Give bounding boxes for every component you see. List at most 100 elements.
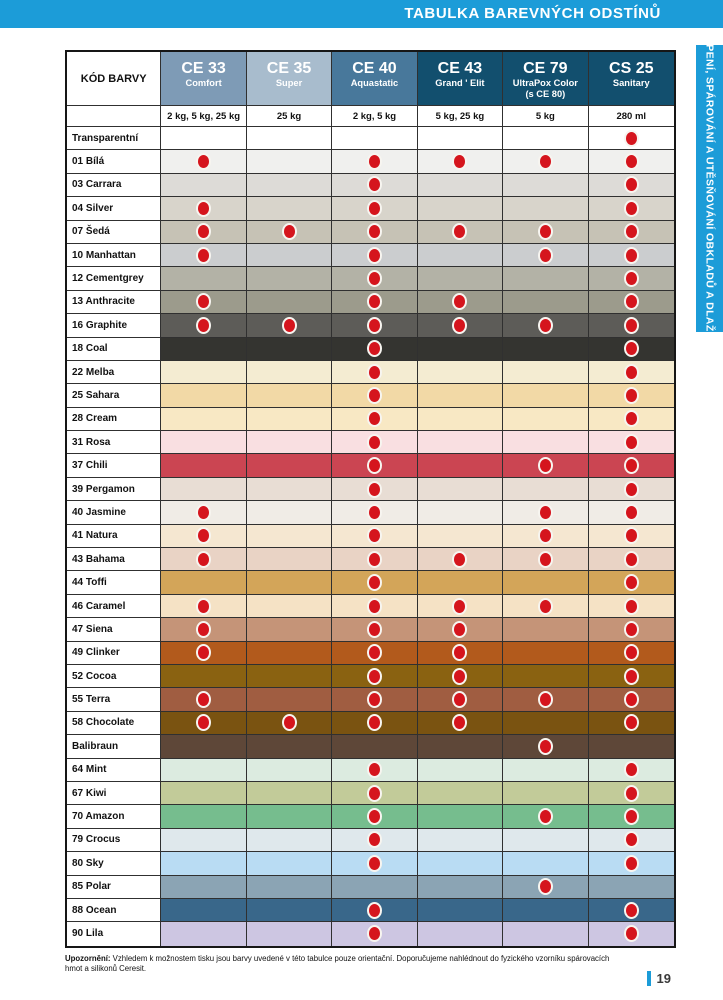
availability-cell [588,501,675,525]
product-column-header: CE 40 Aquastatic [332,52,418,106]
available-dot-icon [454,622,466,636]
color-name-label: 37 Chili [67,454,162,478]
available-dot-icon [625,412,637,426]
corner-header: KÓD BARVY [67,52,162,106]
available-dot-icon [198,599,210,613]
availability-cell [332,314,418,338]
page-number: 19 [646,971,671,986]
available-dot-icon [625,272,637,286]
availability-cell [503,314,589,338]
color-row: 58 Chocolate [67,711,675,736]
color-row: 07 Šedá [67,220,675,244]
color-row: 67 Kiwi [67,781,675,806]
availability-cell [246,150,333,174]
availability-cell [246,360,333,385]
available-dot-icon [539,318,551,332]
footnote: Upozornění: Vzhledem k možnostem tisku j… [65,954,625,973]
availability-cell [588,875,675,899]
available-dot-icon [625,295,637,309]
color-row: 12 Cementgrey [67,267,675,291]
availability-cell [246,618,333,642]
availability-cell [246,548,333,572]
availability-cell [417,688,504,712]
availability-cell [161,431,247,455]
title-bar: TABULKA BAREVNÝCH ODSTÍNŮ [0,0,723,28]
available-dot-icon [625,155,637,169]
availability-cell [503,501,589,525]
color-name-label: 43 Bahama [67,548,162,572]
available-dot-icon [369,178,380,192]
available-dot-icon [539,599,551,613]
available-dot-icon [198,505,210,519]
available-dot-icon [625,903,637,917]
available-dot-icon [539,880,551,894]
availability-cell [417,618,504,642]
availability-cell [332,454,418,478]
availability-cell [246,384,333,408]
availability-cell [588,173,675,198]
availability-cell [161,618,247,642]
availability-cell [503,360,589,385]
availability-cell [161,360,247,385]
available-dot-icon [625,552,637,566]
availability-cell [417,664,504,689]
availability-cell [246,735,333,759]
color-name-label: 40 Jasmine [67,501,162,525]
availability-cell [246,431,333,455]
availability-cell [161,781,247,806]
availability-cell [503,524,589,549]
available-dot-icon [369,201,380,215]
availability-cell [332,641,418,665]
availability-cell [246,875,333,899]
availability-cell [417,781,504,806]
availability-cell [588,290,675,315]
availability-cell [503,267,589,291]
available-dot-icon [454,155,466,169]
color-row: 52 Cocoa [67,664,675,689]
color-name-label: 55 Terra [67,688,162,712]
available-dot-icon [625,388,637,402]
availability-cell [417,548,504,572]
available-dot-icon [369,833,380,847]
availability-cell [417,360,504,385]
available-dot-icon [539,739,551,753]
availability-cell [417,243,504,268]
color-name-label: 47 Siena [67,618,162,642]
available-dot-icon [198,646,210,660]
availability-cell [332,407,418,432]
availability-cell [417,735,504,759]
availability-cell [503,477,589,502]
available-dot-icon [539,810,551,824]
product-name: Super [275,77,303,88]
availability-cell [417,314,504,338]
product-code: CE 43 [437,60,483,77]
available-dot-icon [369,482,380,496]
availability-cell [246,243,333,268]
color-row: 03 Carrara [67,173,675,198]
available-dot-icon [625,435,637,449]
available-dot-icon [369,365,380,379]
color-row: 37 Chili [67,454,675,478]
availability-cell [332,664,418,689]
color-name-label: 18 Coal [67,337,162,361]
available-dot-icon [539,552,551,566]
availability-cell [332,875,418,899]
available-dot-icon [198,529,210,543]
availability-cell [161,173,247,198]
available-dot-icon [369,716,380,730]
product-name: Comfort [185,77,222,88]
available-dot-icon [369,927,380,941]
available-dot-icon [539,155,551,169]
availability-cell [161,805,247,829]
available-dot-icon [625,505,637,519]
availability-cell [588,477,675,502]
availability-cell [246,407,333,432]
package-size-cell: 5 kg [503,106,589,127]
product-name: UltraPox Color [512,77,578,88]
availability-cell [332,618,418,642]
available-dot-icon [625,693,637,707]
availability-cell [417,127,504,151]
availability-cell [503,898,589,923]
availability-cell [417,220,504,244]
